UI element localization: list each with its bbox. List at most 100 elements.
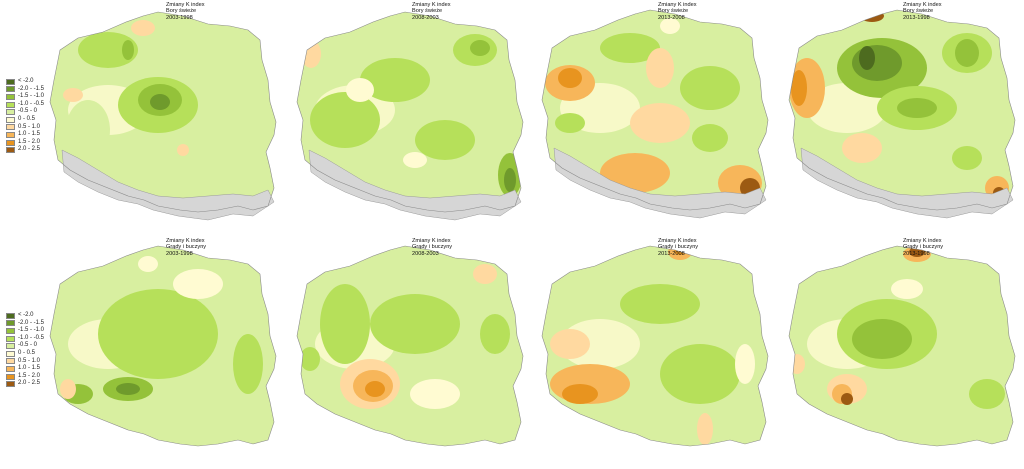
map-title-line: Grądy i buczyny xyxy=(658,244,699,251)
legend-item: -1.0 - -0.5 xyxy=(6,335,44,343)
legend-item: -2.0 - -1.5 xyxy=(6,86,44,94)
poland-map-8 xyxy=(788,245,1016,447)
map-title-line: Grądy i buczyny xyxy=(903,244,944,251)
map-title-line: Bory świeże xyxy=(658,8,689,15)
map-title: Zmiany K index Grądy i buczyny 2013-2008 xyxy=(658,238,698,257)
legend-label: -0.5 - 0 xyxy=(18,108,38,115)
map-region xyxy=(480,314,510,354)
map-region xyxy=(470,40,490,56)
map-region xyxy=(173,269,223,299)
map-region xyxy=(555,113,585,133)
map-region xyxy=(410,379,460,409)
legend-label: -0.5 - 0 xyxy=(18,342,38,349)
legend-item: -1.5 - -1.0 xyxy=(6,327,44,335)
map-region xyxy=(789,354,805,374)
legend-label: 0.5 - 1.0 xyxy=(18,123,41,130)
legend-item: 2.0 - 2.5 xyxy=(6,380,44,388)
map-title: Zmiany K index Grądy i buczyny 2013-1998 xyxy=(903,238,943,257)
legend-swatch xyxy=(6,131,15,138)
legend-label: -2.0 - -1.5 xyxy=(18,319,45,326)
map-region xyxy=(98,289,218,379)
map-shading xyxy=(63,20,253,160)
map-region xyxy=(550,329,590,359)
map-shading xyxy=(789,246,1005,409)
map-region xyxy=(473,264,497,284)
map-region xyxy=(320,284,370,364)
map-region xyxy=(660,18,680,34)
map-title-line: 2003-1998 xyxy=(166,250,193,257)
map-region xyxy=(562,384,598,404)
map-region xyxy=(952,146,982,170)
legend-item: 0 - 0.5 xyxy=(6,116,44,124)
map-title-line: Zmiany K index xyxy=(658,238,697,244)
map-region xyxy=(131,20,155,36)
map-title-line: Bory świeże xyxy=(166,8,197,15)
map-region xyxy=(891,279,923,299)
poland-map-2 xyxy=(296,11,524,221)
map-region xyxy=(60,379,76,399)
map-title-line: Zmiany K index xyxy=(658,2,697,8)
map-region xyxy=(897,98,937,118)
map-shading xyxy=(550,246,755,445)
legend-label: 1.5 - 2.0 xyxy=(18,138,41,145)
legend-swatch xyxy=(6,109,15,116)
map-title-line: 2003-1998 xyxy=(166,14,193,21)
mountain-mask xyxy=(800,147,1014,219)
legend-swatch xyxy=(6,381,15,388)
legend-item: < -2.0 xyxy=(6,78,44,86)
map-title-line: 2008-2003 xyxy=(412,14,439,21)
map-shading xyxy=(545,18,762,201)
map-title-line: 2013-1998 xyxy=(903,250,930,257)
legend-swatch xyxy=(6,93,15,100)
map-region xyxy=(300,347,320,371)
map-region xyxy=(78,32,138,68)
legend-swatch xyxy=(6,312,15,319)
legend-label: 1.5 - 2.0 xyxy=(18,372,41,379)
mountain-mask xyxy=(553,147,767,219)
legend-label: < -2.0 xyxy=(18,312,34,318)
map-title-line: Zmiany K index xyxy=(166,2,205,8)
map-region xyxy=(63,88,83,102)
map-region xyxy=(860,10,884,22)
legend-swatch xyxy=(6,116,15,123)
map-title: Zmiany K index Grądy i buczyny 2003-1998 xyxy=(166,238,206,257)
map-region xyxy=(697,413,713,445)
map-title-line: Zmiany K index xyxy=(903,238,942,244)
map-title-line: 2008-2003 xyxy=(412,250,439,257)
legend-item: 2.0 - 2.5 xyxy=(6,146,44,154)
poland-map-1 xyxy=(49,11,277,221)
legend-item: 1.5 - 2.0 xyxy=(6,139,44,147)
legend-label: 1.0 - 1.5 xyxy=(18,131,41,138)
legend-label: -1.5 - -1.0 xyxy=(18,93,45,100)
legend-swatch xyxy=(6,101,15,108)
map-region xyxy=(177,144,189,156)
legend-label: 2.0 - 2.5 xyxy=(18,146,41,153)
map-region xyxy=(859,46,875,70)
map-region xyxy=(841,393,853,405)
map-region xyxy=(203,108,253,152)
map-region xyxy=(680,66,740,110)
map-region xyxy=(257,250,269,262)
map-region xyxy=(955,39,979,67)
legend-item: < -2.0 xyxy=(6,312,44,320)
legend-item: 1.5 - 2.0 xyxy=(6,373,44,381)
map-title-line: Grądy i buczyny xyxy=(166,244,207,251)
legend-swatch xyxy=(6,358,15,365)
map-title-line: Zmiany K index xyxy=(412,2,451,8)
map-region xyxy=(660,344,740,404)
map-region xyxy=(842,133,882,163)
legend-label: < -2.0 xyxy=(18,78,34,84)
map-title-line: 2013-2008 xyxy=(658,14,685,21)
map-title: Zmiany K index Grądy i buczyny 2008-2003 xyxy=(412,238,452,257)
map-region xyxy=(646,48,674,88)
legend-item: -2.0 - -1.5 xyxy=(6,320,44,328)
poland-map-4 xyxy=(788,9,1016,219)
legend-swatch xyxy=(6,147,15,154)
legend-label: -1.0 - -0.5 xyxy=(18,334,45,341)
legend-bottom: < -2.0 -2.0 - -1.5 -1.5 - -1.0 -1.0 - -0.5-… xyxy=(6,312,44,388)
map-title: Zmiany K index Bory świeże 2008-2003 xyxy=(412,2,451,21)
map-region xyxy=(365,381,385,397)
legend-top: < -2.0 -2.0 - -1.5 -1.5 - -1.0 -1.0 - -0.5-… xyxy=(6,78,44,154)
poland-map-3 xyxy=(541,9,769,219)
legend-label: 0 - 0.5 xyxy=(18,349,36,356)
